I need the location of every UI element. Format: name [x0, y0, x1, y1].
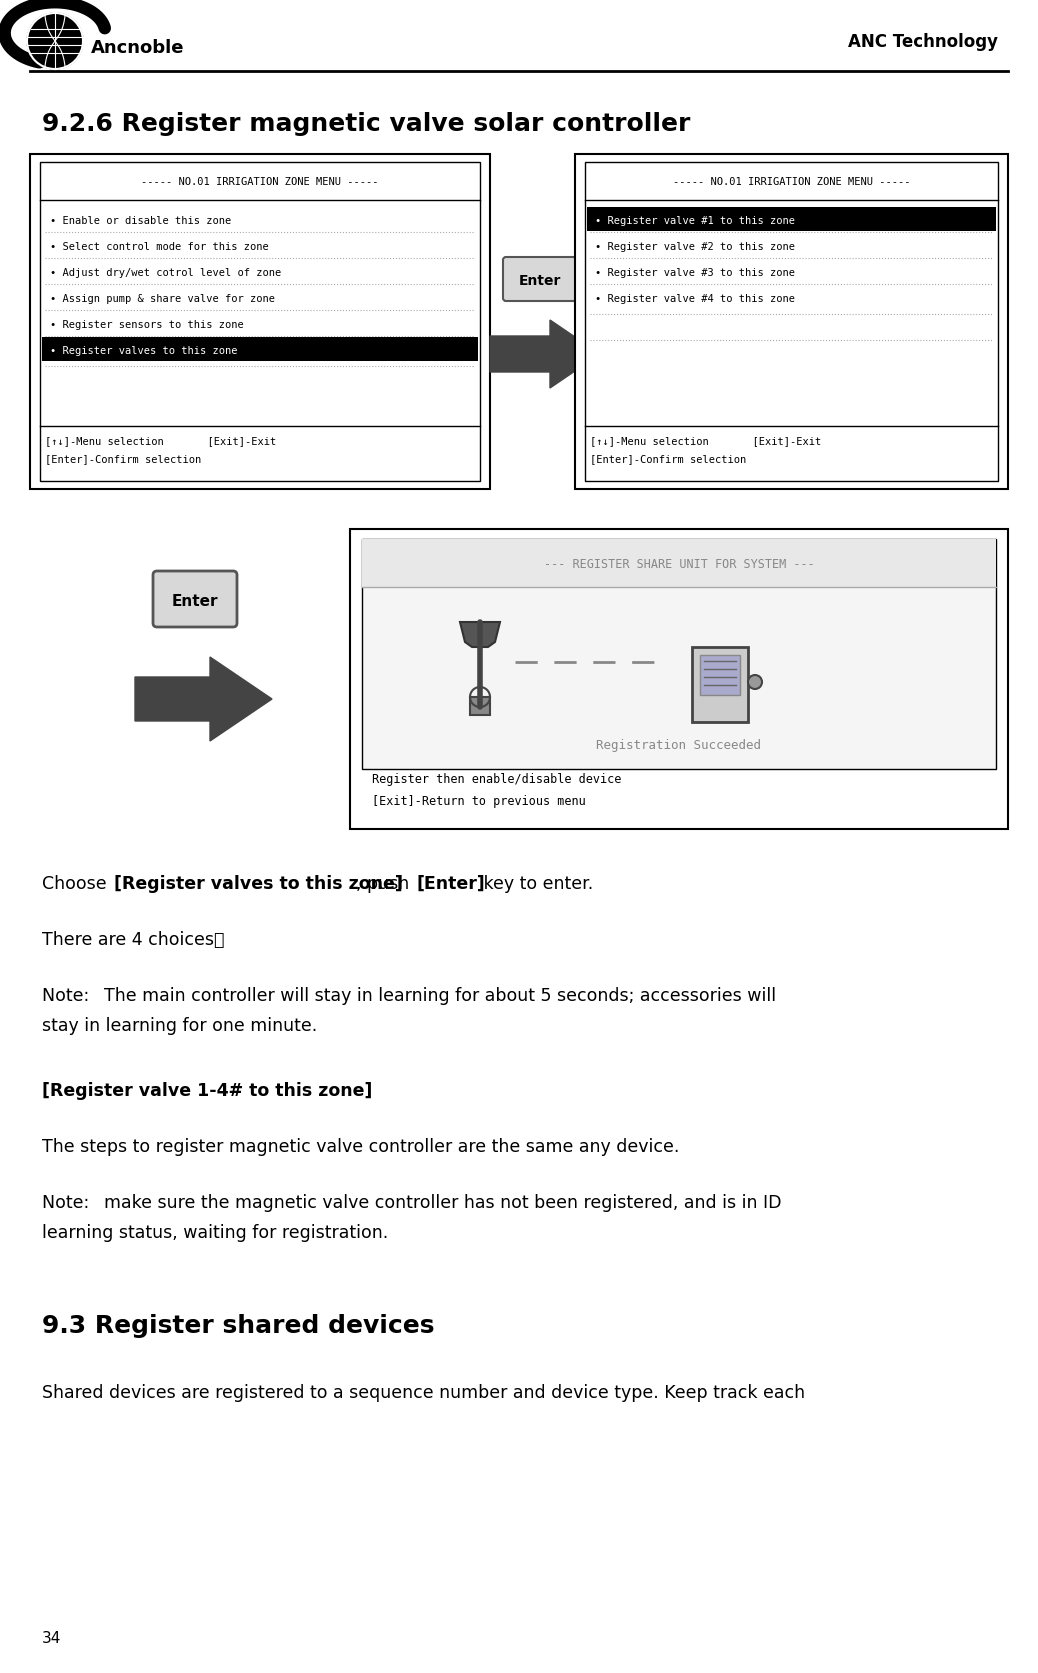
Bar: [700, 656, 740, 696]
Text: [↑↓]-Menu selection       [Exit]-Exit: [↑↓]-Menu selection [Exit]-Exit: [590, 435, 821, 445]
Text: ----- NO.01 IRRIGATION ZONE MENU -----: ----- NO.01 IRRIGATION ZONE MENU -----: [141, 177, 379, 187]
Bar: [588, 207, 996, 233]
Bar: [30, 156, 490, 490]
Text: key to enter.: key to enter.: [479, 875, 594, 892]
Text: 9.2.6 Register magnetic valve solar controller: 9.2.6 Register magnetic valve solar cont…: [42, 112, 690, 136]
Text: • Register sensors to this zone: • Register sensors to this zone: [50, 320, 244, 330]
Text: Note:: Note:: [42, 1193, 94, 1211]
Text: ANC Technology: ANC Technology: [848, 33, 998, 50]
Bar: [692, 647, 748, 723]
Circle shape: [27, 13, 83, 70]
Text: Ancnoble: Ancnoble: [91, 38, 185, 57]
Text: 9.3 Register shared devices: 9.3 Register shared devices: [42, 1313, 435, 1337]
Text: • Register valve #4 to this zone: • Register valve #4 to this zone: [595, 294, 795, 304]
Text: Note:: Note:: [42, 987, 94, 1004]
Bar: [470, 698, 490, 716]
Text: • Register valve #2 to this zone: • Register valve #2 to this zone: [595, 243, 795, 253]
Text: • Adjust dry/wet cotrol level of zone: • Adjust dry/wet cotrol level of zone: [50, 268, 281, 278]
Text: Enter: Enter: [171, 594, 218, 609]
Bar: [42, 338, 479, 361]
Text: • Enable or disable this zone: • Enable or disable this zone: [50, 216, 231, 226]
Text: • Register valve #3 to this zone: • Register valve #3 to this zone: [595, 268, 795, 278]
Text: • Register valve #1 to this zone: • Register valve #1 to this zone: [595, 216, 795, 226]
Polygon shape: [135, 657, 272, 741]
Text: stay in learning for one minute.: stay in learning for one minute.: [42, 1017, 318, 1034]
Text: Register then enable/disable device: Register then enable/disable device: [372, 773, 622, 786]
Text: • Select control mode for this zone: • Select control mode for this zone: [50, 243, 269, 253]
Text: Shared devices are registered to a sequence number and device type. Keep track e: Shared devices are registered to a seque…: [42, 1384, 805, 1402]
Text: 34: 34: [42, 1630, 61, 1645]
Circle shape: [748, 676, 762, 689]
Text: Choose: Choose: [42, 875, 112, 892]
Text: make sure the magnetic valve controller has not been registered, and is in ID: make sure the magnetic valve controller …: [104, 1193, 782, 1211]
Bar: [362, 540, 996, 770]
Bar: [350, 530, 1008, 830]
Bar: [362, 540, 996, 587]
Text: • Register valves to this zone: • Register valves to this zone: [50, 346, 238, 356]
Text: [Enter]: [Enter]: [416, 875, 485, 892]
Text: The steps to register magnetic valve controller are the same any device.: The steps to register magnetic valve con…: [42, 1138, 680, 1156]
Text: Enter: Enter: [519, 274, 562, 288]
Text: [Enter]-Confirm selection: [Enter]-Confirm selection: [45, 453, 201, 463]
Polygon shape: [460, 622, 500, 647]
Bar: [575, 156, 1008, 490]
Text: Registration Succeeded: Registration Succeeded: [597, 738, 762, 751]
Text: --- REGISTER SHARE UNIT FOR SYSTEM ---: --- REGISTER SHARE UNIT FOR SYSTEM ---: [544, 557, 815, 570]
FancyBboxPatch shape: [153, 572, 237, 627]
Text: ----- NO.01 IRRIGATION ZONE MENU -----: ----- NO.01 IRRIGATION ZONE MENU -----: [673, 177, 910, 187]
Text: • Assign pump & share valve for zone: • Assign pump & share valve for zone: [50, 294, 275, 304]
Text: [↑↓]-Menu selection       [Exit]-Exit: [↑↓]-Menu selection [Exit]-Exit: [45, 435, 276, 445]
Text: [Exit]-Return to previous menu: [Exit]-Return to previous menu: [372, 795, 585, 808]
Text: There are 4 choices：: There are 4 choices：: [42, 930, 224, 949]
Bar: [40, 162, 480, 482]
Bar: [585, 162, 998, 482]
FancyBboxPatch shape: [503, 258, 577, 301]
Text: , push: , push: [356, 875, 415, 892]
Text: learning status, waiting for registration.: learning status, waiting for registratio…: [42, 1223, 388, 1241]
Text: The main controller will stay in learning for about 5 seconds; accessories will: The main controller will stay in learnin…: [104, 987, 776, 1004]
Text: [Enter]-Confirm selection: [Enter]-Confirm selection: [590, 453, 746, 463]
Text: [Register valves to this zone]: [Register valves to this zone]: [114, 875, 403, 892]
Polygon shape: [490, 321, 600, 388]
Text: [Register valve 1-4# to this zone]: [Register valve 1-4# to this zone]: [42, 1081, 373, 1099]
